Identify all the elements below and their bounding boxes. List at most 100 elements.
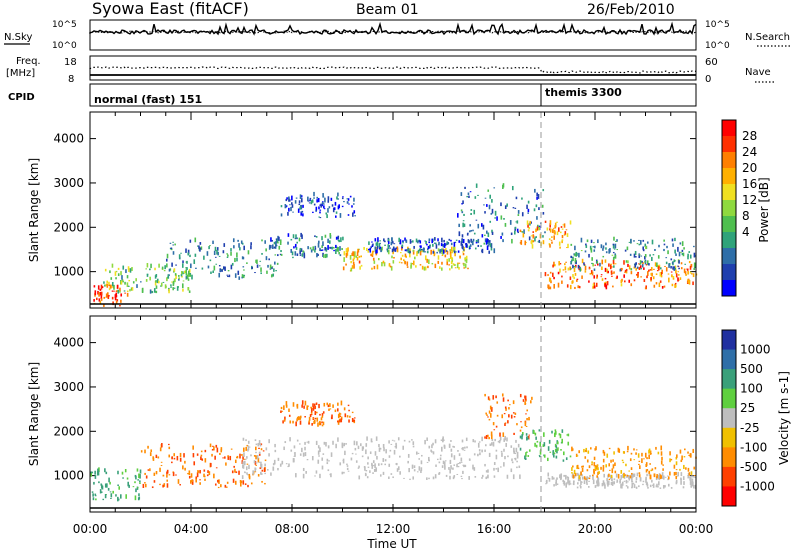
xtick-label: 20:00 [578, 522, 613, 536]
power-cell [487, 189, 490, 192]
velocity-cell [244, 471, 246, 473]
velocity-cell [258, 451, 261, 455]
power-cell [117, 289, 120, 294]
velocity-cell [310, 414, 313, 416]
colorbar-swatch [722, 136, 736, 153]
velocity-cell [92, 497, 95, 501]
velocity-cell [450, 440, 452, 442]
power-cell [681, 249, 684, 252]
velocity-cell [332, 440, 334, 445]
velocity-cell [588, 480, 590, 482]
velocity-cell [588, 477, 591, 480]
power-cell [551, 241, 553, 244]
velocity-cell [309, 414, 312, 418]
velocity-cell [444, 460, 447, 462]
power-cell [237, 239, 239, 242]
velocity-cell [572, 465, 574, 468]
velocity-cell [149, 468, 151, 472]
velocity-cell [371, 462, 373, 466]
power-cell [612, 244, 615, 249]
power-cell [231, 262, 234, 266]
power-cell [370, 246, 372, 249]
velocity-cell [151, 486, 154, 489]
power-colorbar-swatches [722, 120, 736, 297]
power-cell [566, 233, 569, 238]
velocity-cell [645, 469, 648, 473]
nsky-tick-top: 10^5 [52, 20, 77, 30]
velocity-cell [231, 470, 234, 474]
velocity-cell [335, 443, 337, 449]
power-cell [624, 269, 627, 273]
velocity-cell [346, 465, 349, 467]
velocity-cell [277, 457, 280, 461]
power-cell [641, 264, 644, 268]
power-cell [485, 241, 488, 245]
power-cell [599, 262, 601, 267]
power-cell [342, 236, 344, 241]
velocity-cell [110, 493, 113, 498]
power-cell [602, 248, 604, 251]
power-cell [151, 290, 154, 294]
power-cell [280, 205, 283, 208]
colorbar-swatch [722, 168, 736, 185]
power-cell [610, 270, 613, 275]
power-cell [399, 240, 402, 245]
power-cell [440, 243, 443, 247]
power-cell [298, 200, 301, 204]
power-cell [428, 241, 430, 244]
power-cell [610, 263, 612, 265]
velocity-cell [213, 446, 215, 451]
velocity-cell [562, 459, 565, 462]
velocity-cell [242, 464, 245, 469]
velocity-data-layer [89, 316, 697, 512]
velocity-cell [509, 404, 511, 406]
power-colorbar-frame [721, 119, 737, 297]
velocity-cell [434, 439, 437, 444]
power-cell [301, 210, 304, 213]
power-cell [195, 267, 197, 269]
velocity-cell [238, 470, 240, 475]
velocity-cell [299, 420, 302, 425]
cpid-frame [89, 83, 697, 107]
power-cell [334, 215, 337, 218]
velocity-cell [577, 473, 580, 477]
power-cell [115, 277, 117, 280]
velocity-cell [690, 485, 693, 488]
power-cell [341, 197, 344, 200]
velocity-cell [638, 460, 641, 462]
power-cell [488, 204, 491, 210]
power-cell [276, 238, 279, 243]
velocity-cell [315, 470, 318, 474]
power-cell [109, 270, 111, 274]
power-cell [342, 266, 345, 271]
velocity-cell [581, 467, 584, 472]
velocity-cell [201, 458, 204, 461]
power-cell [462, 252, 465, 256]
velocity-cell [602, 480, 605, 485]
power-cell [668, 263, 670, 268]
velocity-cell [552, 450, 555, 455]
velocity-cell [367, 462, 369, 465]
power-cell [524, 240, 527, 244]
power-cell [353, 197, 355, 202]
power-cell [371, 244, 374, 247]
velocity-cell [104, 468, 106, 473]
power-cell [665, 267, 668, 272]
velocity-cell [591, 474, 594, 477]
power-cell [561, 228, 564, 230]
power-cell [565, 261, 567, 263]
power-cell [572, 274, 574, 278]
power-cell [320, 203, 322, 208]
velocity-cell [390, 443, 393, 445]
power-cell [462, 249, 465, 251]
power-cell [542, 212, 545, 215]
power-cell [279, 253, 282, 256]
velocity-colorbar-tick: 100 [740, 382, 763, 396]
velocity-cell [378, 463, 380, 466]
power-cell [386, 248, 389, 251]
velocity-cell [635, 486, 638, 489]
power-cell [99, 291, 102, 296]
power-cell [451, 257, 453, 261]
velocity-cell [525, 433, 528, 436]
velocity-cell [329, 473, 332, 476]
